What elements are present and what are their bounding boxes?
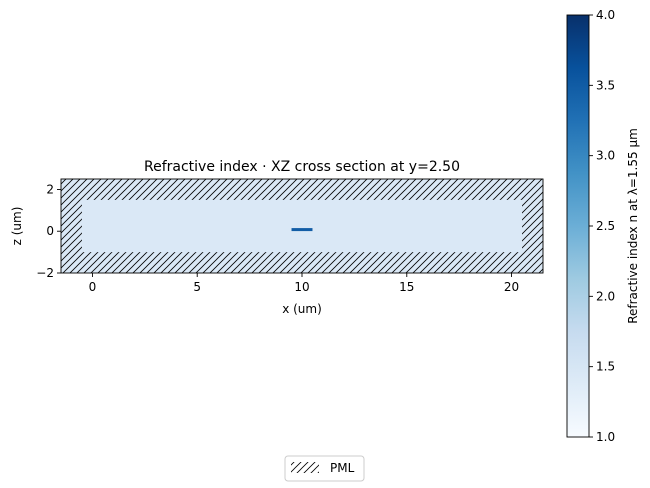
colorbar-label: Refractive index n at λ=1.55 µm [626,128,640,324]
x-tick-label: 20 [504,280,519,294]
colorbar-tick-label: 1.5 [596,360,615,374]
y-tick-label: −2 [36,266,54,280]
colorbar-tick-label: 2.0 [596,289,615,303]
y-ticks: −2 0 2 [36,182,61,280]
colorbar-tick-label: 4.0 [596,8,615,22]
chart-title: Refractive index · XZ cross section at y… [144,159,460,175]
legend: PML [284,455,365,482]
colorbar-tick-label: 3.0 [596,149,615,163]
y-tick-label: 2 [46,182,54,196]
legend-pml-label: PML [330,461,355,475]
x-tick-label: 10 [294,280,309,294]
pml-layer [61,179,543,273]
x-ticks: 0 5 10 15 20 [89,273,519,294]
x-tick-label: 0 [89,280,97,294]
colorbar-tick-label: 1.0 [596,430,615,444]
x-tick-label: 15 [399,280,414,294]
colorbar-tick-label: 3.5 [596,78,615,92]
x-tick-label: 5 [193,280,201,294]
colorbar: 1.0 1.5 2.0 2.5 3.0 3.5 4.0 Refractive index n… [566,8,640,444]
x-axis-label: x (um) [282,302,322,316]
y-axis-label: z (um) [10,207,24,246]
plot-area: 0 5 10 15 20 −2 0 2 [36,178,544,294]
legend-pml-swatch [291,462,319,473]
y-tick-label: 0 [46,224,54,238]
pml-region [61,179,543,273]
colorbar-ticks: 1.0 1.5 2.0 2.5 3.0 3.5 4.0 [589,8,615,444]
colorbar-gradient [566,14,590,438]
colorbar-tick-label: 2.5 [596,219,615,233]
region-waveguide-core [291,228,313,232]
